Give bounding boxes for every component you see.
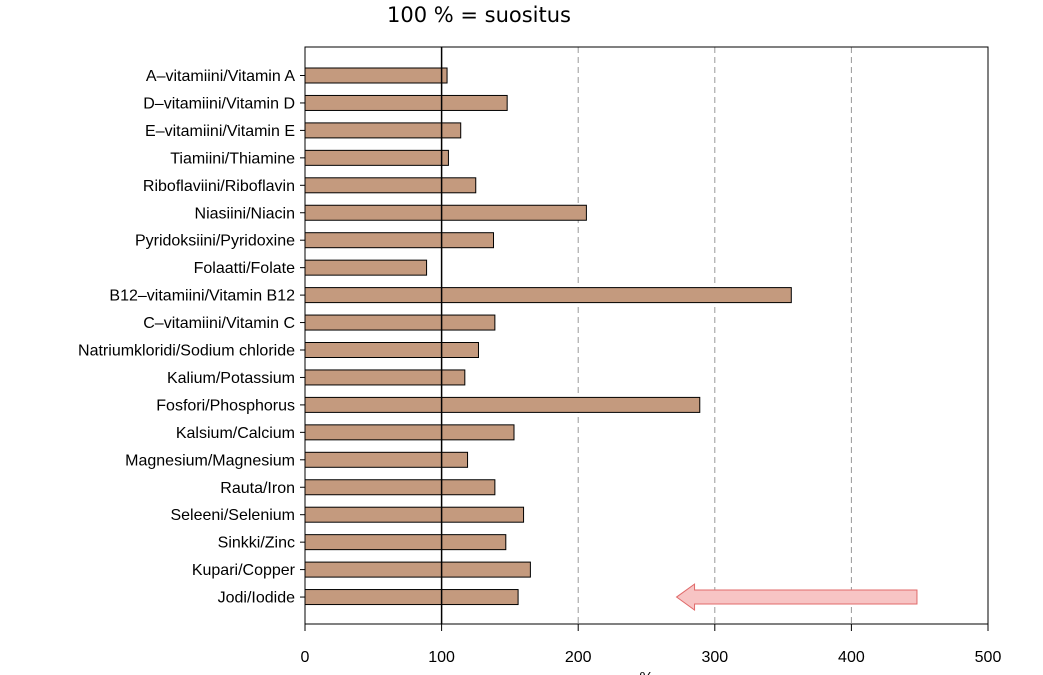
bar	[305, 343, 478, 358]
chart-title: 100 % = suositus	[387, 3, 571, 27]
bar	[305, 397, 700, 412]
bar	[305, 68, 447, 83]
bar	[305, 590, 518, 605]
bar	[305, 507, 524, 522]
bar	[305, 178, 476, 193]
bar	[305, 425, 514, 440]
bar	[305, 95, 507, 110]
category-label: Folaatti/Folate	[194, 260, 295, 277]
bar	[305, 205, 586, 220]
x-tick-label: 500	[975, 649, 1002, 666]
bar	[305, 452, 468, 467]
category-label: Tiamiini/Thiamine	[170, 150, 295, 167]
category-label: B12–vitamiini/Vitamin B12	[109, 288, 295, 305]
bar	[305, 480, 495, 495]
category-label: Seleeni/Selenium	[170, 507, 295, 524]
category-label: Magnesium/Magnesium	[125, 452, 295, 469]
x-axis-label: %	[639, 670, 653, 675]
annotation-layer	[677, 584, 917, 610]
category-label: C–vitamiini/Vitamin C	[143, 315, 295, 332]
bar	[305, 315, 495, 330]
x-tick-label: 300	[701, 649, 728, 666]
x-tick-label: 200	[565, 649, 592, 666]
category-label: E–vitamiini/Vitamin E	[145, 123, 295, 140]
bar	[305, 370, 465, 385]
category-labels: A–vitamiini/Vitamin A D–vitamiini/Vitamin…	[78, 68, 305, 607]
left-arrow-annotation	[677, 584, 917, 610]
bar	[305, 562, 530, 577]
x-axis-ticks: 0 100 200 300 400 500	[301, 624, 1002, 666]
bar	[305, 260, 427, 275]
x-tick-label: 100	[428, 649, 455, 666]
bar	[305, 150, 448, 165]
category-label: Rauta/Iron	[220, 480, 295, 497]
category-label: Riboflaviini/Riboflavin	[143, 178, 295, 195]
category-label: Fosfori/Phosphorus	[156, 397, 295, 414]
bar	[305, 535, 506, 550]
category-label: Natriumkloridi/Sodium chloride	[78, 343, 295, 360]
category-label: Kupari/Copper	[192, 562, 296, 579]
bar	[305, 288, 791, 303]
bar	[305, 233, 494, 248]
category-label: A–vitamiini/Vitamin A	[146, 68, 295, 85]
category-label: D–vitamiini/Vitamin D	[143, 95, 295, 112]
category-label: Sinkki/Zinc	[218, 535, 295, 552]
grid-layer	[578, 47, 851, 624]
bar-chart: 100 % = suositus A–vitamiini/Vitamin A D–…	[0, 0, 1043, 675]
category-label: Kalsium/Calcium	[176, 425, 295, 442]
x-tick-label: 400	[838, 649, 865, 666]
category-label: Jodi/Iodide	[218, 590, 295, 607]
x-tick-label: 0	[301, 649, 310, 666]
bar	[305, 123, 461, 138]
category-label: Niasiini/Niacin	[195, 205, 295, 222]
category-label: Kalium/Potassium	[167, 370, 295, 387]
category-label: Pyridoksiini/Pyridoxine	[135, 233, 295, 250]
bars-layer	[305, 68, 791, 605]
